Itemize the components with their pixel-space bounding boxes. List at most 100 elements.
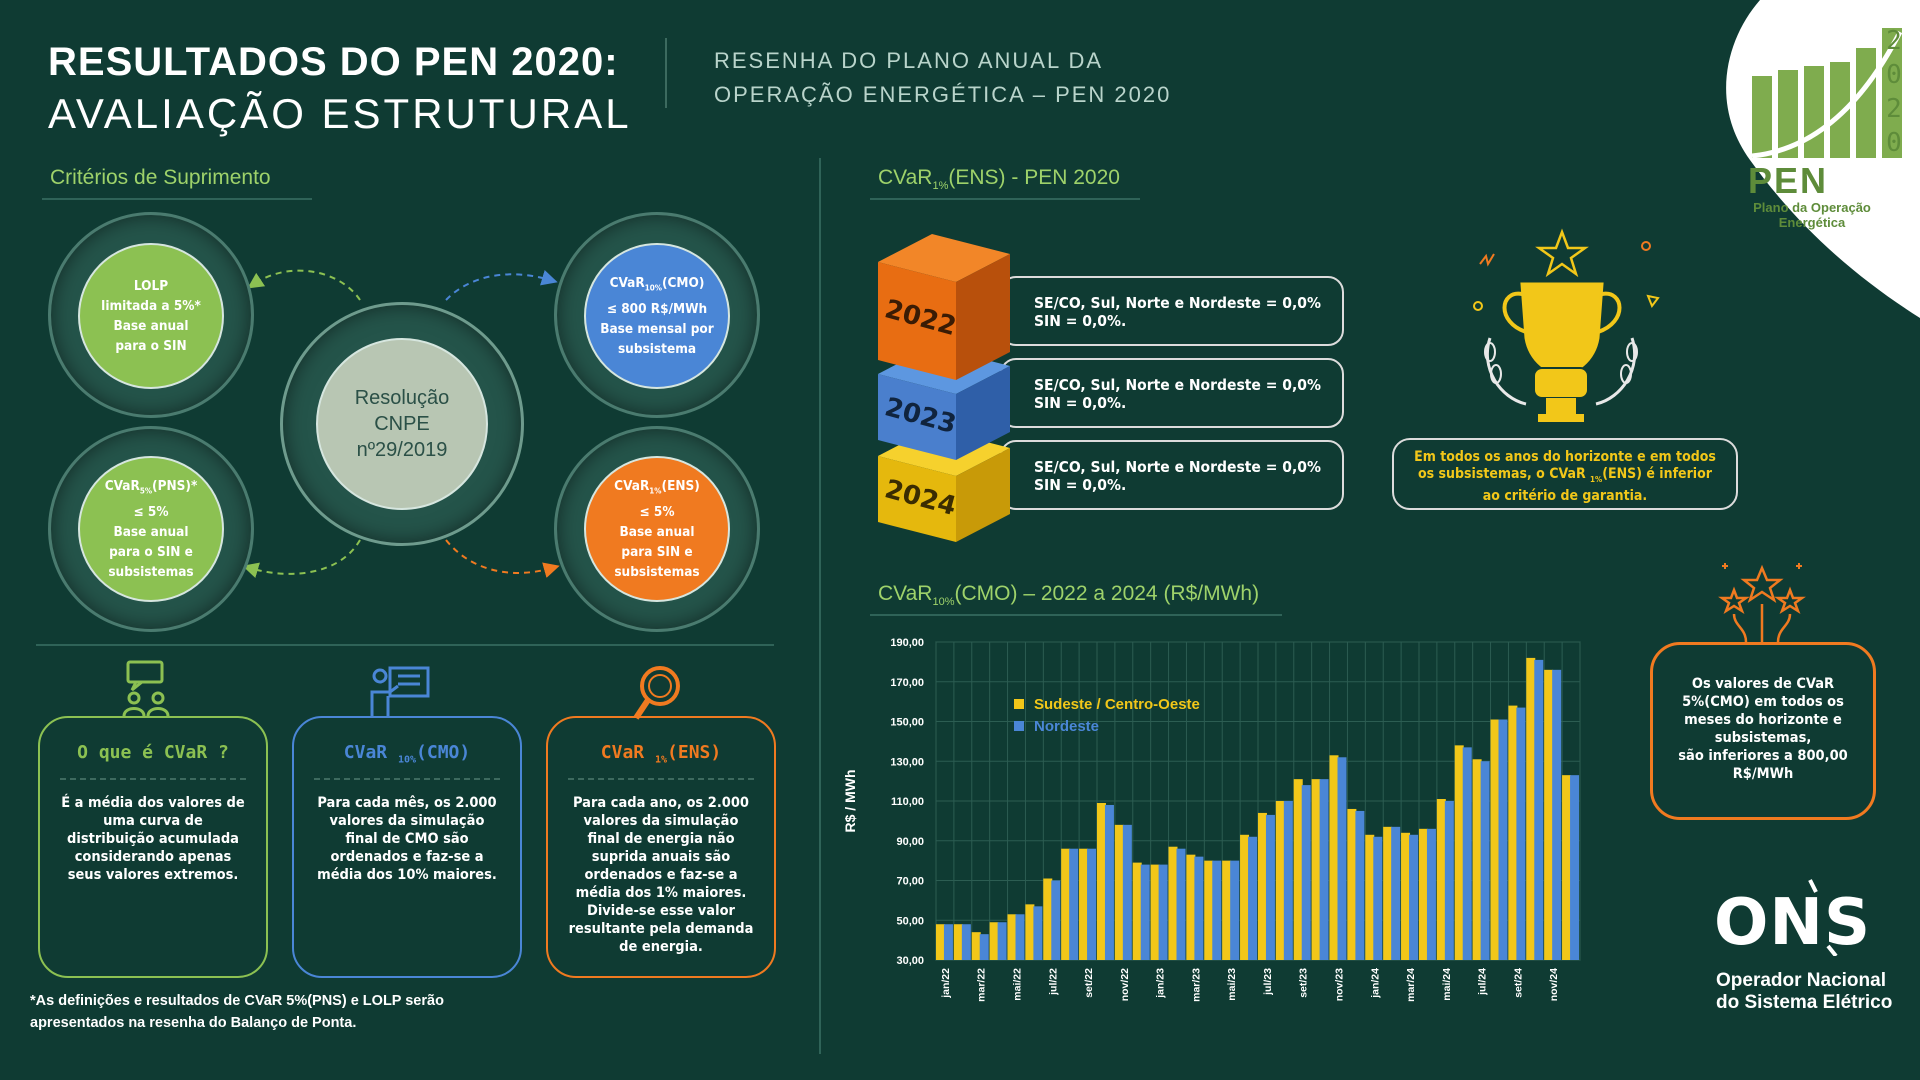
cube-2024-side (956, 448, 1010, 542)
ens-circle: CVaR1%(ENS) ≤ 5% Base anual para SIN e s… (584, 456, 730, 602)
ens-line: para SIN e (621, 543, 693, 560)
x-tick-label: set/23 (1298, 968, 1310, 998)
y-tick-label: 30,00 (896, 955, 924, 967)
bar-nordeste (1444, 801, 1454, 960)
bar-nordeste (1033, 906, 1043, 960)
card-what-line: considerando apenas (74, 849, 232, 865)
card-cmo-line: ordenados e faz-se a (330, 849, 484, 865)
ons-name: Operador Nacional do Sistema Elétrico (1716, 970, 1892, 1014)
bar-sudeste (989, 922, 999, 960)
bar-sudeste (953, 924, 963, 960)
pns-heading: CVaR5%(PNS)* (105, 476, 198, 502)
bar-nordeste (1426, 828, 1436, 960)
card-what-title: O que é CVaR ? (77, 742, 229, 763)
bar-sudeste (1061, 848, 1071, 960)
bar-nordeste (1194, 856, 1204, 960)
bar-nordeste (1265, 814, 1275, 960)
bar-nordeste (1480, 761, 1490, 960)
lolp-line: limitada a 5%* (101, 298, 201, 314)
bar-nordeste (1337, 757, 1347, 960)
ens-row-2024-text: SE/CO, Sul, Norte e Nordeste = 0,0% SIN … (1034, 458, 1321, 494)
ens-conclusion-note: Em todos os anos do horizonte e em todos… (1392, 438, 1738, 510)
cmo-title-tail: (CMO) – 2022 a 2024 (R$/MWh) (954, 582, 1260, 605)
card-ens-line: média dos 1% maiores. (575, 885, 747, 901)
bar-sudeste (1132, 862, 1142, 960)
page-subtitle: AVALIAÇÃO ESTRUTURAL (48, 90, 632, 137)
card-cmo-title: CVaR 10%(CMO) (294, 742, 520, 766)
ons-logo-text: ONS (1714, 886, 1872, 960)
bar-sudeste (1204, 860, 1214, 960)
bar-nordeste (1248, 836, 1258, 960)
connector-pns (242, 539, 361, 578)
presentation-icon (370, 666, 430, 718)
card-ens-title-main: CVaR (600, 742, 655, 763)
ons-name-line: Operador Nacional (1716, 970, 1886, 991)
ens-note-sub: 1% (1590, 474, 1603, 484)
logo-year: 2 0 2 0 (1882, 24, 1906, 160)
bar-nordeste (1230, 860, 1240, 960)
bar-sudeste (1526, 657, 1536, 960)
y-tick-label: 50,00 (896, 915, 924, 927)
legend-swatch (1014, 721, 1024, 731)
cmo-note-line: meses do horizonte e (1684, 712, 1842, 728)
lolp-circle: LOLP limitada a 5%* Base anual para o SI… (78, 243, 224, 389)
logo-bar (1752, 76, 1772, 158)
x-tick-label: mai/22 (1012, 968, 1024, 1001)
connector-ens (445, 539, 560, 578)
bar-sudeste (1007, 914, 1017, 960)
logo-bar (1856, 48, 1876, 158)
cmo-line: ≤ 800 R$/MWh (606, 300, 708, 317)
bar-sudeste (1472, 759, 1482, 960)
card-ens-line: ordenados e faz-se a (584, 867, 738, 883)
x-tick-label: jul/22 (1047, 968, 1059, 996)
pns-line: subsistemas (108, 563, 194, 580)
logo-bar (1804, 66, 1824, 158)
pns-sub: 5% (139, 486, 153, 496)
cmo-tail: (CMO) (661, 275, 705, 292)
logo-bar (1830, 62, 1850, 158)
card-ens-line: valores da simulação (583, 813, 739, 829)
bar-nordeste (1534, 659, 1544, 960)
logo-tag-line: Plano da Operação (1753, 200, 1871, 215)
card-ens-line: final de energia não (587, 831, 735, 847)
logo-year-digit: 0 (1886, 128, 1902, 158)
report-subtitle-line1: RESENHA DO PLANO ANUAL DA (714, 48, 1104, 73)
bar-sudeste (1025, 904, 1035, 960)
legend-swatch (1014, 699, 1024, 709)
criteria-connectors (242, 269, 560, 578)
ons-lightning-icon (1808, 879, 1838, 956)
y-axis-label: R$ / MWh (842, 770, 858, 833)
card-ens-body: Para cada ano, os 2.000 valores da simul… (566, 794, 756, 956)
pns-line: ≤ 5% (133, 503, 169, 520)
ens-note-line: Em todos os anos do horizonte e em todos (1414, 449, 1716, 465)
ens-note-line: ao critério de garantia. (1482, 487, 1648, 504)
ens-row-line: SIN = 0,0%. (1034, 312, 1127, 330)
card-cmo-line: valores da simulação (329, 813, 485, 829)
legend-label: Nordeste (1034, 718, 1100, 735)
ens-row-line: SIN = 0,0%. (1034, 394, 1127, 412)
magnifier-icon (633, 666, 680, 720)
bar-sudeste (1365, 834, 1375, 960)
logo-bar (1882, 28, 1902, 158)
card-ens-line: Divide-se esse valor (587, 903, 735, 919)
cube-2022-top (878, 234, 1010, 282)
card-cmo-title-sub: 10% (397, 754, 417, 766)
cmo-title-sub: 10% (932, 596, 955, 609)
card-ens-title-sub: 1% (654, 754, 668, 766)
card-ens-line: resultante pela demanda (568, 921, 754, 937)
logo-bar (1778, 70, 1798, 158)
x-tick-label: set/22 (1083, 968, 1095, 998)
bar-nordeste (1051, 880, 1061, 960)
bar-nordeste (1462, 747, 1472, 960)
bar-sudeste (1347, 808, 1357, 960)
pns-tail: (PNS)* (152, 478, 198, 495)
bar-nordeste (997, 922, 1007, 960)
cmo-sub: 10% (644, 283, 662, 293)
logo-year-digit: 2 (1886, 94, 1902, 124)
ens-note-text: (ENS) é inferior (1602, 466, 1712, 482)
cmo-main: CVaR (609, 275, 645, 292)
logo-year-digit: 2 (1886, 26, 1902, 56)
bar-nordeste (1301, 785, 1311, 960)
card-ens-title: CVaR 1%(ENS) (548, 742, 774, 766)
x-tick-label: jan/23 (1155, 968, 1167, 999)
